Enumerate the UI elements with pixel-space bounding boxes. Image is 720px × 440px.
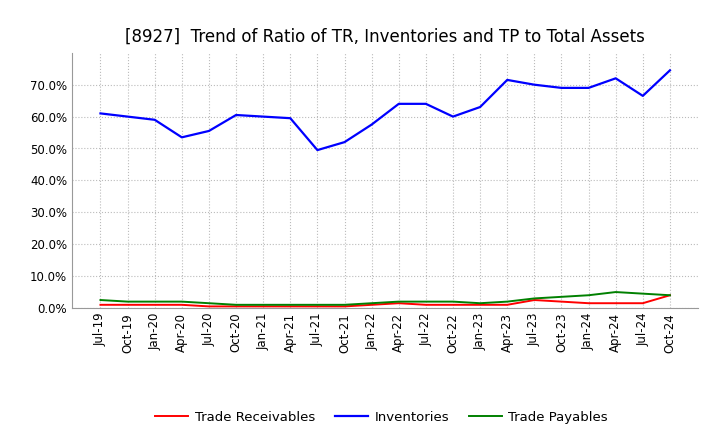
Inventories — [204, 128, 213, 134]
Trade Payables — [557, 294, 566, 300]
Inventories — [476, 104, 485, 110]
Trade Receivables — [204, 304, 213, 309]
Trade Receivables — [232, 304, 240, 309]
Trade Receivables — [341, 304, 349, 309]
Trade Receivables — [259, 304, 268, 309]
Trade Payables — [313, 302, 322, 308]
Trade Payables — [232, 302, 240, 308]
Inventories — [313, 147, 322, 153]
Inventories — [421, 101, 430, 106]
Inventories — [530, 82, 539, 87]
Trade Receivables — [286, 304, 294, 309]
Inventories — [286, 116, 294, 121]
Legend: Trade Receivables, Inventories, Trade Payables: Trade Receivables, Inventories, Trade Pa… — [150, 405, 613, 429]
Trade Payables — [96, 297, 105, 303]
Trade Receivables — [530, 297, 539, 303]
Trade Payables — [449, 299, 457, 304]
Line: Trade Payables: Trade Payables — [101, 292, 670, 305]
Trade Receivables — [313, 304, 322, 309]
Trade Payables — [341, 302, 349, 308]
Trade Receivables — [611, 301, 620, 306]
Inventories — [584, 85, 593, 91]
Inventories — [96, 111, 105, 116]
Inventories — [259, 114, 268, 119]
Trade Receivables — [449, 302, 457, 308]
Trade Receivables — [150, 302, 159, 308]
Inventories — [557, 85, 566, 91]
Trade Receivables — [421, 302, 430, 308]
Inventories — [367, 122, 376, 127]
Trade Receivables — [503, 302, 511, 308]
Trade Payables — [584, 293, 593, 298]
Trade Payables — [639, 291, 647, 296]
Trade Payables — [286, 302, 294, 308]
Trade Payables — [476, 301, 485, 306]
Inventories — [449, 114, 457, 119]
Inventories — [341, 139, 349, 145]
Trade Receivables — [476, 302, 485, 308]
Trade Payables — [178, 299, 186, 304]
Trade Receivables — [367, 302, 376, 308]
Trade Payables — [123, 299, 132, 304]
Inventories — [395, 101, 403, 106]
Inventories — [150, 117, 159, 122]
Inventories — [123, 114, 132, 119]
Trade Receivables — [123, 302, 132, 308]
Inventories — [503, 77, 511, 83]
Inventories — [665, 68, 674, 73]
Trade Payables — [611, 290, 620, 295]
Trade Receivables — [96, 302, 105, 308]
Trade Receivables — [584, 301, 593, 306]
Trade Receivables — [639, 301, 647, 306]
Trade Payables — [150, 299, 159, 304]
Trade Receivables — [178, 302, 186, 308]
Trade Payables — [421, 299, 430, 304]
Inventories — [232, 112, 240, 117]
Trade Payables — [259, 302, 268, 308]
Trade Payables — [530, 296, 539, 301]
Title: [8927]  Trend of Ratio of TR, Inventories and TP to Total Assets: [8927] Trend of Ratio of TR, Inventories… — [125, 28, 645, 46]
Trade Receivables — [395, 301, 403, 306]
Inventories — [178, 135, 186, 140]
Trade Payables — [395, 299, 403, 304]
Trade Receivables — [665, 293, 674, 298]
Trade Receivables — [557, 299, 566, 304]
Trade Payables — [665, 293, 674, 298]
Trade Payables — [204, 301, 213, 306]
Trade Payables — [503, 299, 511, 304]
Inventories — [639, 93, 647, 99]
Inventories — [611, 76, 620, 81]
Line: Inventories: Inventories — [101, 70, 670, 150]
Line: Trade Receivables: Trade Receivables — [101, 295, 670, 306]
Trade Payables — [367, 301, 376, 306]
